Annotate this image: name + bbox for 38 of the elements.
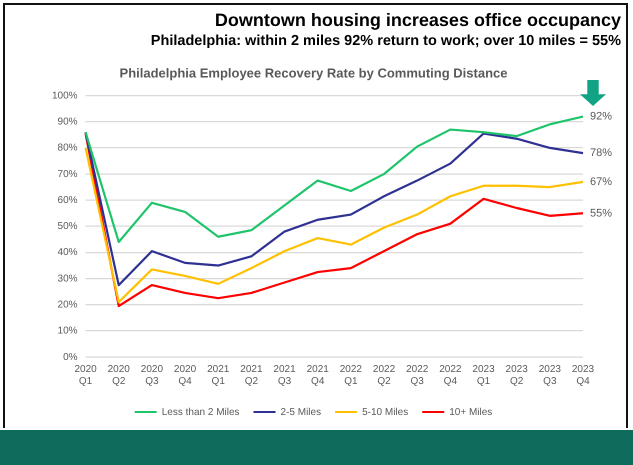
data-label: 55% (590, 207, 612, 220)
x-tick-label: 2023 Q1 (472, 364, 496, 387)
chart-title: Downtown housing increases office occupancy (214, 10, 621, 31)
legend-label: 2-5 Miles (280, 406, 322, 418)
y-tick-label: 0% (63, 352, 78, 363)
x-tick-label: 2021 Q1 (207, 364, 230, 387)
x-tick-label: 2021 Q4 (306, 364, 330, 387)
x-tick-label: 2022 Q2 (372, 364, 396, 387)
x-tick-label: 2020 Q1 (74, 364, 98, 387)
legend-label: Less than 2 Miles (162, 406, 240, 418)
text: Philadelphia Employee Recovery Rate by Commuting Distance (120, 65, 508, 80)
y-tick-label: 100% (52, 90, 78, 102)
x-tick-label: 2020 Q4 (174, 364, 197, 387)
legend-label: 10+ Miles (449, 406, 492, 418)
x-tick-label: 2020 Q3 (140, 364, 164, 387)
x-tick-label: 2022 Q4 (439, 364, 462, 387)
x-tick-label: 2021 Q3 (273, 364, 296, 387)
y-tick-label: 90% (58, 116, 78, 128)
y-tick-label: 70% (58, 168, 78, 180)
y-tick-label: 30% (58, 273, 78, 284)
x-tick-label: 2023 Q2 (506, 364, 528, 387)
legend-label: 5-10 Miles (362, 406, 408, 418)
x-tick-label: 2021 Q2 (240, 364, 263, 387)
data-label: 67% (590, 176, 612, 188)
y-tick-label: 10% (58, 326, 78, 337)
y-tick-label: 40% (58, 247, 78, 258)
x-tick-label: 2022 Q1 (340, 364, 362, 387)
x-tick-label: 2022 Q3 (406, 364, 429, 387)
data-label: 92% (590, 110, 612, 123)
y-tick-label: 20% (58, 299, 78, 310)
chart-subtitle: Philadelphia: within 2 miles 92% return to work; over 10 miles = 55% (150, 33, 621, 49)
y-tick-label: 60% (58, 194, 78, 206)
y-tick-label: 50% (58, 221, 78, 232)
x-tick-label: 2023 Q3 (538, 364, 562, 387)
data-label: 78% (590, 147, 612, 160)
x-tick-label: 2020 Q2 (108, 364, 130, 387)
y-tick-label: 80% (58, 142, 78, 154)
x-tick-label: 2023 Q4 (572, 364, 595, 387)
